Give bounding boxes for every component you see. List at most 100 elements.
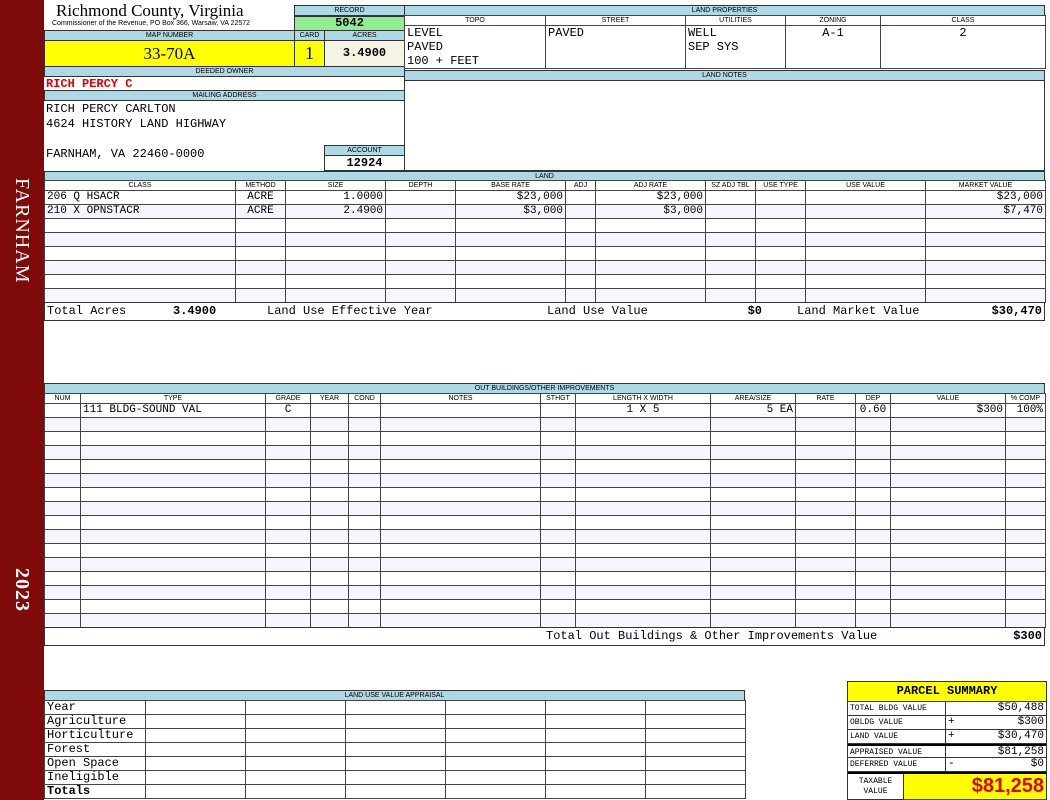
table-cell xyxy=(455,218,566,233)
table-cell xyxy=(795,557,856,572)
land-use-row: Ineligible xyxy=(44,770,746,785)
table-cell xyxy=(540,557,576,572)
outbuildings-total-label: Total Out Buildings & Other Improvements… xyxy=(546,629,878,643)
table-cell xyxy=(245,728,346,743)
table-cell xyxy=(755,288,806,303)
table-cell: 100% xyxy=(1005,403,1046,418)
table-cell xyxy=(385,246,456,261)
table-cell xyxy=(645,784,746,799)
mail-line xyxy=(46,132,226,147)
table-cell xyxy=(565,218,596,233)
table-cell xyxy=(925,232,1046,247)
table-cell xyxy=(44,557,81,572)
table-cell xyxy=(805,246,926,261)
table-cell xyxy=(705,232,756,247)
table-cell xyxy=(44,501,81,516)
table-cell xyxy=(705,190,756,205)
table-cell xyxy=(348,459,381,474)
table-cell xyxy=(145,742,246,757)
table-cell xyxy=(575,613,711,628)
table-cell xyxy=(380,403,541,418)
table-cell xyxy=(710,417,796,432)
table-cell xyxy=(80,529,266,544)
table-cell xyxy=(540,543,576,558)
summary-row: DEFERRED VALUE - $0 xyxy=(848,758,1046,772)
table-cell xyxy=(705,204,756,219)
summary-label: APPRAISED VALUE xyxy=(848,746,946,757)
table-cell xyxy=(145,700,246,715)
column-header: SZ ADJ TBL xyxy=(705,180,756,191)
land-property-value: SEP SYS xyxy=(688,40,739,54)
table-cell xyxy=(310,585,349,600)
table-cell xyxy=(345,714,446,729)
mail-line: 4624 HISTORY LAND HIGHWAY xyxy=(46,117,227,131)
table-cell xyxy=(540,529,576,544)
table-cell xyxy=(385,288,456,303)
table-cell xyxy=(1005,501,1046,516)
land-property-value: WELL xyxy=(688,26,717,41)
land-property-value xyxy=(883,40,1043,54)
column-header: COND xyxy=(348,393,381,404)
table-cell xyxy=(310,599,349,614)
table-cell: 1 X 5 xyxy=(575,403,711,418)
table-cell xyxy=(44,599,81,614)
table-cell xyxy=(890,613,1006,628)
table-cell xyxy=(710,599,796,614)
table-cell xyxy=(1005,571,1046,586)
table-cell xyxy=(145,714,246,729)
table-cell xyxy=(795,529,856,544)
column-header: DEPTH xyxy=(385,180,456,191)
land-property-value: PAVED xyxy=(548,26,585,41)
taxable-value: $81,258 xyxy=(904,774,1046,799)
table-cell xyxy=(380,459,541,474)
table-cell xyxy=(380,529,541,544)
table-cell xyxy=(445,770,546,785)
table-cell xyxy=(855,529,891,544)
land-row: 210 X OPNSTACR ACRE 2.4900 $3,000 $3,000 $7,4… xyxy=(44,204,1046,219)
table-cell xyxy=(565,190,596,205)
table-cell xyxy=(345,700,446,715)
table-cell xyxy=(80,557,266,572)
land-use-row: Forest xyxy=(44,742,746,757)
column-header: USE TYPE xyxy=(755,180,806,191)
locality-label: FARNHAM xyxy=(11,178,33,284)
table-cell xyxy=(380,543,541,558)
land-property-value: A-1 xyxy=(822,26,844,41)
empty-row xyxy=(44,246,1046,261)
table-cell xyxy=(710,571,796,586)
table-cell xyxy=(245,784,346,799)
table-cell xyxy=(575,459,711,474)
table-cell xyxy=(310,543,349,558)
summary-label: LAND VALUE xyxy=(848,730,946,743)
table-cell xyxy=(44,288,236,303)
table-cell xyxy=(575,487,711,502)
table-cell xyxy=(380,613,541,628)
table-cell xyxy=(285,246,386,261)
table-cell xyxy=(245,742,346,757)
table-cell xyxy=(385,260,456,275)
table-cell xyxy=(380,431,541,446)
table-cell xyxy=(310,613,349,628)
account-value: 12924 xyxy=(324,155,405,171)
table-cell xyxy=(540,403,576,418)
column-header: RATE xyxy=(795,393,856,404)
outbuildings-table: NUM TYPE GRADE YEAR COND NOTES STHGT LENGTH X W… xyxy=(44,393,1046,628)
table-cell xyxy=(795,515,856,530)
table-cell xyxy=(540,473,576,488)
table-cell xyxy=(890,445,1006,460)
table-cell xyxy=(795,431,856,446)
table-cell xyxy=(265,585,311,600)
table-cell xyxy=(245,770,346,785)
table-cell xyxy=(890,417,1006,432)
column-header: ADJ RATE xyxy=(595,180,706,191)
table-cell: Forest xyxy=(44,742,146,757)
table-cell: C xyxy=(265,403,311,418)
land-use-value-label: Land Use Value xyxy=(547,304,648,318)
empty-row xyxy=(44,459,1046,474)
land-property-value xyxy=(788,54,878,68)
table-cell xyxy=(235,218,286,233)
table-cell xyxy=(310,501,349,516)
table-cell xyxy=(855,613,891,628)
table-cell xyxy=(44,585,81,600)
table-cell xyxy=(595,260,706,275)
